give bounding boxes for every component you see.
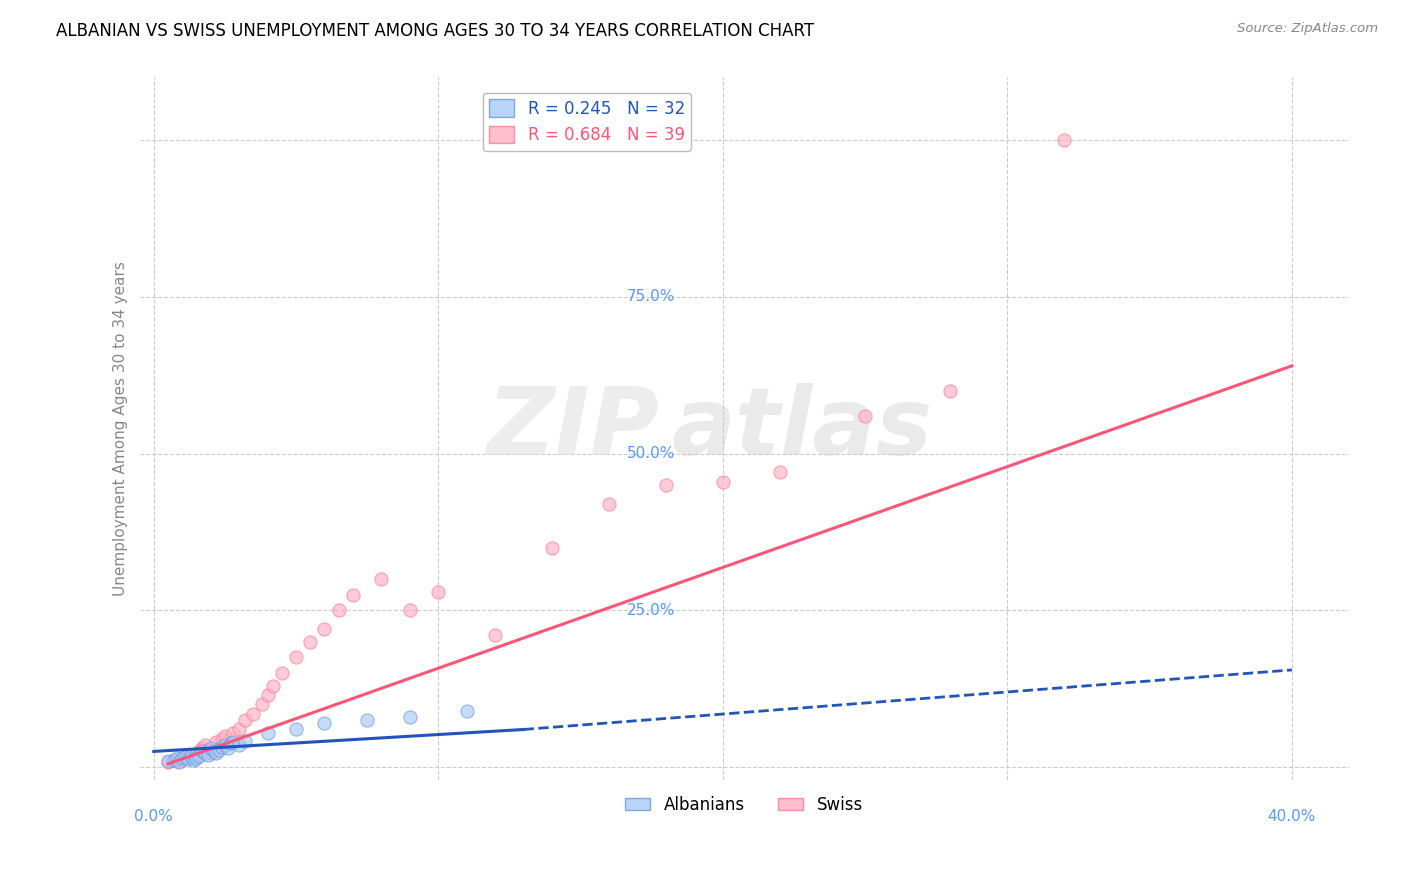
Point — [205, 735, 228, 749]
Point — [222, 725, 245, 739]
Point — [541, 541, 564, 555]
Point — [211, 731, 233, 746]
Point — [598, 497, 620, 511]
Point — [186, 750, 208, 764]
Point — [299, 634, 322, 648]
Point — [163, 753, 186, 767]
Point — [242, 706, 264, 721]
Point — [156, 755, 179, 769]
Point — [314, 622, 336, 636]
Point — [208, 742, 231, 756]
Text: 50.0%: 50.0% — [627, 446, 675, 461]
Point — [166, 750, 188, 764]
Point — [211, 739, 233, 754]
Point — [328, 603, 350, 617]
Y-axis label: Unemployment Among Ages 30 to 34 years: Unemployment Among Ages 30 to 34 years — [114, 261, 128, 596]
Point — [188, 748, 211, 763]
Legend: Albanians, Swiss: Albanians, Swiss — [619, 789, 869, 821]
Point — [228, 723, 250, 737]
Point — [285, 723, 308, 737]
Point — [180, 748, 202, 763]
Point — [174, 750, 197, 764]
Point — [180, 748, 202, 763]
Point — [219, 736, 242, 750]
Point — [270, 666, 292, 681]
Text: 75.0%: 75.0% — [627, 289, 675, 304]
Point — [456, 704, 478, 718]
Text: 0.0%: 0.0% — [135, 809, 173, 824]
Point — [233, 713, 256, 727]
Text: ZIP: ZIP — [486, 383, 659, 475]
Point — [200, 747, 222, 761]
Point — [853, 409, 876, 423]
Point — [256, 725, 278, 739]
Point — [186, 747, 208, 762]
Text: Source: ZipAtlas.com: Source: ZipAtlas.com — [1237, 22, 1378, 36]
Point — [370, 572, 392, 586]
Point — [200, 741, 222, 756]
Point — [484, 628, 506, 642]
Point — [177, 752, 200, 766]
Point — [285, 650, 308, 665]
Point — [222, 735, 245, 749]
Point — [197, 748, 219, 763]
Text: 25.0%: 25.0% — [627, 603, 675, 618]
Point — [191, 744, 214, 758]
Point — [202, 744, 225, 758]
Point — [769, 466, 792, 480]
Point — [228, 738, 250, 752]
Point — [250, 698, 273, 712]
Point — [172, 751, 194, 765]
Point — [217, 741, 239, 756]
Point — [939, 384, 962, 398]
Point — [356, 713, 378, 727]
Point — [177, 750, 200, 764]
Point — [166, 754, 188, 768]
Point — [194, 738, 217, 752]
Point — [427, 584, 450, 599]
Point — [172, 753, 194, 767]
Text: atlas: atlas — [672, 383, 932, 475]
Point — [214, 729, 236, 743]
Point — [194, 747, 217, 761]
Text: ALBANIAN VS SWISS UNEMPLOYMENT AMONG AGES 30 TO 34 YEARS CORRELATION CHART: ALBANIAN VS SWISS UNEMPLOYMENT AMONG AGE… — [56, 22, 814, 40]
Point — [183, 753, 205, 767]
Point — [262, 679, 284, 693]
Point — [655, 478, 678, 492]
Point — [398, 603, 420, 617]
Point — [1053, 133, 1076, 147]
Point — [186, 747, 208, 762]
Point — [711, 475, 734, 489]
Point — [233, 733, 256, 747]
Point — [197, 742, 219, 756]
Text: 100.0%: 100.0% — [627, 133, 685, 148]
Point — [188, 744, 211, 758]
Point — [256, 688, 278, 702]
Point — [398, 710, 420, 724]
Point — [156, 754, 179, 768]
Point — [342, 588, 364, 602]
Text: 40.0%: 40.0% — [1268, 809, 1316, 824]
Point — [205, 747, 228, 761]
Point — [169, 755, 191, 769]
Point — [314, 716, 336, 731]
Point — [214, 738, 236, 752]
Point — [191, 741, 214, 756]
